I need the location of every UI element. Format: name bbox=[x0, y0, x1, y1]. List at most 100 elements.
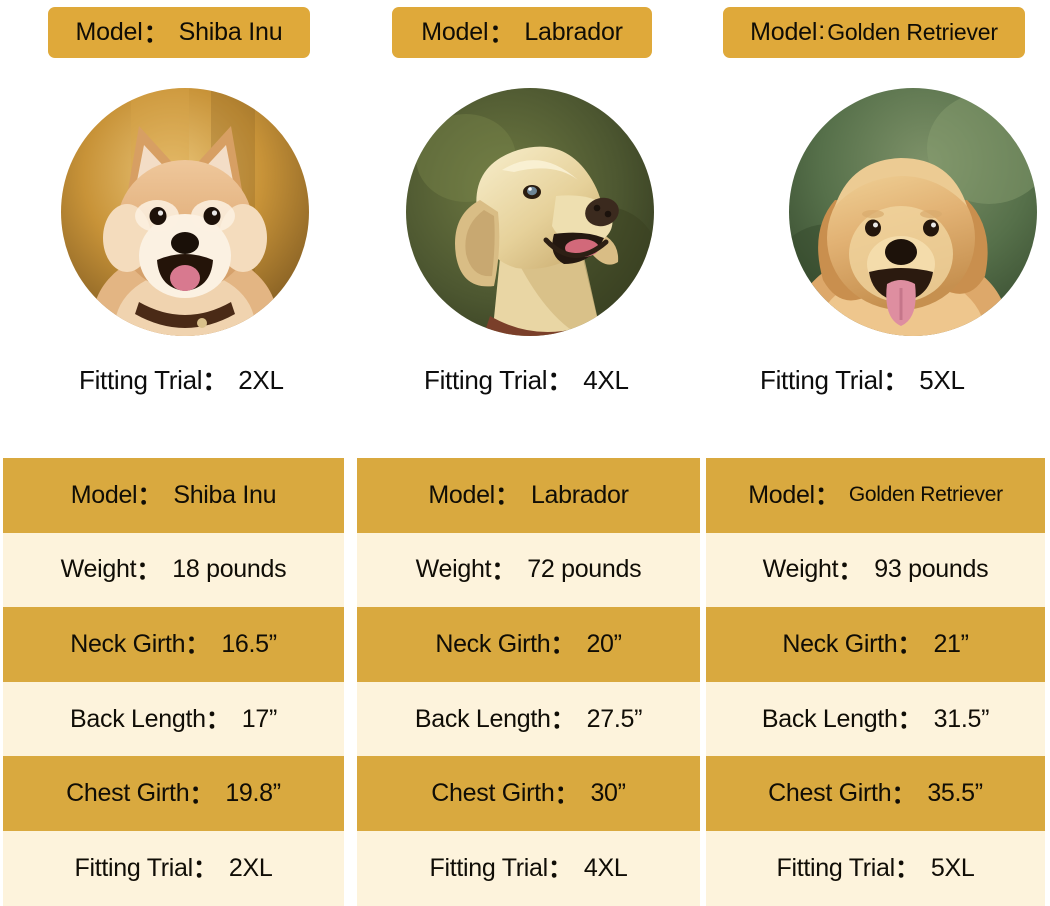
spec-row-chest-girth: Chest Girth： 19.8” bbox=[3, 756, 344, 831]
spec-separator: ： bbox=[189, 780, 215, 809]
spec-value: 5XL bbox=[930, 853, 975, 882]
spec-value: 17” bbox=[241, 704, 278, 733]
spec-separator: ： bbox=[550, 631, 576, 660]
spec-value: 72 pounds bbox=[527, 555, 642, 584]
spec-table-labrador: Model： Labrador Weight： 72 pounds Neck Gir… bbox=[357, 458, 700, 906]
spec-separator: ： bbox=[554, 780, 580, 809]
fitting-trial-label: Fitting Trial bbox=[79, 364, 203, 395]
spec-row-chest-girth: Chest Girth： 35.5” bbox=[706, 756, 1045, 831]
dog-photo-shiba-inu bbox=[61, 88, 309, 336]
spec-separator: ： bbox=[838, 556, 864, 585]
dog-photo-labrador bbox=[406, 88, 654, 336]
spec-row-model: Model： Shiba Inu bbox=[3, 458, 344, 533]
spec-label: Chest Girth bbox=[66, 779, 190, 808]
spec-value: Labrador bbox=[530, 480, 629, 509]
spec-value: 93 pounds bbox=[874, 555, 989, 584]
spec-label: Fitting Trial bbox=[74, 853, 194, 882]
spec-label: Model bbox=[70, 480, 138, 509]
spec-separator: ： bbox=[897, 706, 923, 735]
spec-separator: ： bbox=[137, 482, 163, 511]
spec-tables-row: Model： Shiba Inu Weight： 18 pounds Neck Gi… bbox=[0, 458, 1050, 906]
spec-value: 27.5” bbox=[586, 704, 643, 733]
spec-separator: ： bbox=[891, 780, 917, 809]
fitting-trial-separator: ： bbox=[883, 365, 910, 396]
spec-value: Golden Retriever bbox=[848, 483, 1003, 507]
spec-value: 35.5” bbox=[927, 779, 983, 808]
spec-row-back-length: Back Length： 27.5” bbox=[357, 681, 700, 757]
model-badge-value: Shiba Inu bbox=[178, 18, 283, 46]
spec-label: Back Length bbox=[70, 704, 206, 733]
spec-table-shiba-inu: Model： Shiba Inu Weight： 18 pounds Neck Gi… bbox=[3, 458, 344, 906]
spec-label: Weight bbox=[415, 555, 492, 584]
spec-value: 16.5” bbox=[221, 629, 277, 658]
spec-value: 30” bbox=[590, 779, 626, 808]
spec-value: 31.5” bbox=[933, 704, 990, 733]
spec-label: Model bbox=[748, 480, 815, 509]
model-badge-labrador: Model： Labrador bbox=[392, 7, 652, 58]
spec-row-neck-girth: Neck Girth： 20” bbox=[357, 607, 700, 682]
spec-separator: ： bbox=[814, 482, 840, 511]
spec-label: Weight bbox=[762, 555, 839, 584]
spec-value: 18 pounds bbox=[172, 555, 287, 584]
fitting-trial-label: Fitting Trial bbox=[760, 364, 884, 395]
fitting-trial-value: 5XL bbox=[919, 364, 965, 395]
spec-separator: ： bbox=[494, 482, 520, 511]
spec-value: 4XL bbox=[583, 853, 628, 882]
spec-separator: ： bbox=[185, 631, 211, 660]
fitting-trial-label: Fitting Trial bbox=[424, 364, 548, 395]
spec-row-weight: Weight： 93 pounds bbox=[706, 532, 1045, 608]
spec-label: Chest Girth bbox=[768, 779, 892, 808]
spec-label: Back Length bbox=[761, 704, 898, 733]
spec-label: Back Length bbox=[414, 704, 551, 733]
spec-value: Shiba Inu bbox=[173, 480, 277, 509]
model-badge-separator: : bbox=[818, 17, 826, 45]
spec-row-weight: Weight： 18 pounds bbox=[3, 532, 344, 608]
spec-separator: ： bbox=[205, 706, 231, 735]
model-badge-row: Model： Shiba Inu Model： Labrador Model: Gol… bbox=[0, 0, 1050, 70]
fitting-trial-value: 4XL bbox=[583, 364, 629, 395]
spec-separator: ： bbox=[897, 631, 923, 660]
spec-value: 19.8” bbox=[225, 779, 281, 808]
golden-retriever-illustration bbox=[789, 88, 1037, 336]
fitting-trial-separator: ： bbox=[202, 365, 229, 396]
spec-row-fitting-trial: Fitting Trial： 2XL bbox=[3, 830, 344, 906]
model-badge-label: Model bbox=[421, 18, 489, 46]
spec-label: Chest Girth bbox=[431, 779, 555, 808]
model-badge-label: Model bbox=[750, 18, 818, 46]
spec-row-fitting-trial: Fitting Trial： 4XL bbox=[357, 830, 700, 906]
spec-separator: ： bbox=[136, 556, 162, 585]
spec-row-back-length: Back Length： 31.5” bbox=[706, 681, 1045, 757]
spec-label: Neck Girth bbox=[70, 629, 186, 658]
spec-row-neck-girth: Neck Girth： 16.5” bbox=[3, 607, 344, 682]
fitting-trial-caption-labrador: Fitting Trial： 4XL bbox=[424, 352, 629, 408]
spec-label: Neck Girth bbox=[782, 629, 898, 658]
spec-label: Weight bbox=[60, 555, 137, 584]
spec-table-golden-retriever: Model： Golden Retriever Weight： 93 pounds … bbox=[706, 458, 1045, 906]
spec-label: Neck Girth bbox=[435, 629, 551, 658]
fitting-trial-caption-golden-retriever: Fitting Trial： 5XL bbox=[760, 352, 965, 408]
spec-separator: ： bbox=[491, 556, 517, 585]
model-badge-separator: ： bbox=[489, 19, 515, 48]
spec-row-back-length: Back Length： 17” bbox=[3, 681, 344, 757]
spec-separator: ： bbox=[550, 706, 576, 735]
spec-value: 21” bbox=[933, 629, 969, 658]
dog-photo-golden-retriever bbox=[789, 88, 1037, 336]
spec-row-chest-girth: Chest Girth： 30” bbox=[357, 756, 700, 831]
spec-value: 20” bbox=[586, 629, 622, 658]
spec-label: Fitting Trial bbox=[429, 853, 549, 882]
spec-separator: ： bbox=[894, 855, 920, 884]
spec-row-model: Model： Labrador bbox=[357, 458, 700, 533]
model-badge-separator: ： bbox=[143, 19, 169, 48]
spec-row-weight: Weight： 72 pounds bbox=[357, 532, 700, 608]
spec-value: 2XL bbox=[228, 853, 273, 882]
fitting-trial-caption-row: Fitting Trial： 2XL Fitting Trial： 4XL Fitt… bbox=[0, 352, 1050, 422]
spec-label: Fitting Trial bbox=[776, 853, 896, 882]
spec-label: Model bbox=[428, 480, 495, 509]
fitting-trial-separator: ： bbox=[547, 365, 574, 396]
spec-separator: ： bbox=[192, 855, 218, 884]
shiba-inu-illustration bbox=[61, 88, 309, 336]
spec-row-model: Model： Golden Retriever bbox=[706, 458, 1045, 533]
spec-row-neck-girth: Neck Girth： 21” bbox=[706, 607, 1045, 682]
model-badge-value: Golden Retriever bbox=[827, 19, 998, 45]
